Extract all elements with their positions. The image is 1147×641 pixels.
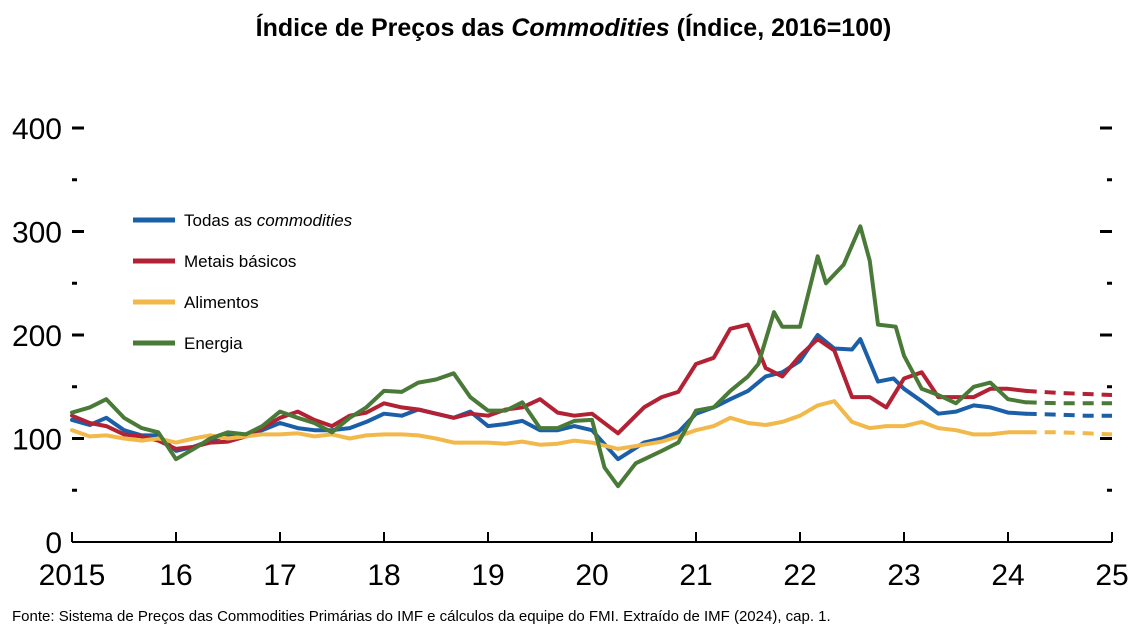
x-tick-label: 16 — [159, 559, 192, 592]
chart-title-post: (Índice, 2016=100) — [669, 14, 892, 42]
y-tick-label: 400 — [12, 113, 62, 146]
legend-label: Alimentos — [184, 293, 259, 312]
series-forecast-line-0 — [1025, 411, 1112, 418]
chart-title-emphasis: Commodities — [511, 14, 670, 42]
chart-title-pre: Índice de Preços das — [255, 14, 512, 42]
x-tick-label: 2015 — [39, 559, 106, 592]
legend-label: Metais básicos — [184, 252, 296, 271]
chart-axes: 0 100 200 300 400 2015 16 17 18 19 20 21 22 23 24 25 — [12, 113, 1129, 592]
chart-title: Índice de Preços das Commodities (Índice… — [0, 14, 1147, 43]
x-tick-label: 19 — [471, 559, 504, 592]
chart-series-lines — [70, 224, 1113, 489]
x-tick-label: 18 — [367, 559, 400, 592]
series-forecast-line-2 — [1025, 430, 1113, 437]
x-tick-label: 25 — [1095, 559, 1128, 592]
series-line-3 — [70, 224, 1028, 489]
x-tick-label: 17 — [263, 559, 296, 592]
legend-label: Todas as commodities — [184, 211, 353, 230]
legend-label: Energia — [184, 334, 243, 353]
y-tick-label: 0 — [45, 527, 62, 560]
x-tick-label: 21 — [679, 559, 712, 592]
series-line-1 — [70, 322, 1028, 451]
chart-legend: Todas as commodities Metais básicos Alimen… — [133, 211, 353, 353]
series-forecast-line-3 — [1025, 400, 1112, 406]
y-tick-label: 200 — [12, 320, 62, 353]
y-tick-label: 100 — [12, 424, 62, 457]
x-tick-label: 24 — [991, 559, 1024, 592]
series-line-0 — [70, 333, 1028, 462]
series-line-2 — [70, 399, 1028, 451]
x-tick-label: 20 — [575, 559, 608, 592]
x-tick-label: 23 — [887, 559, 920, 592]
source-note: Fonte: Sistema de Preços das Commodities… — [12, 608, 831, 625]
x-tick-label: 22 — [783, 559, 816, 592]
series-forecast-line-1 — [1025, 388, 1113, 397]
y-tick-label: 300 — [12, 217, 62, 250]
